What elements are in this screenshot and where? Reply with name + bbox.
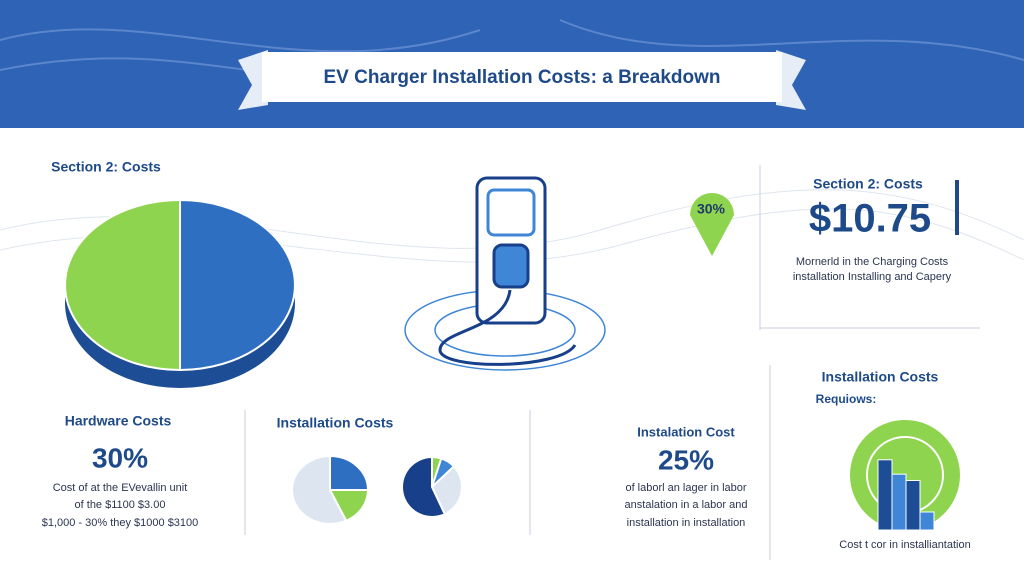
panel-subtitle: Requiows:	[816, 392, 877, 406]
pie-slice	[401, 455, 447, 518]
pie-slice	[329, 454, 370, 491]
title: EV Charger Installation Costs: a Breakdo…	[324, 67, 721, 88]
pie-slice	[64, 198, 181, 372]
card-title: Instalation Cost	[637, 424, 735, 439]
accent-bar	[955, 180, 959, 235]
card-line: installation in installation	[627, 517, 746, 529]
badge-pin	[690, 192, 735, 256]
panel-caption: Cost t cor in installiantation	[839, 539, 970, 551]
card-line: Cost of at the EVevallin unit	[53, 482, 188, 494]
card-line: of laborl an lager in labor	[625, 482, 746, 494]
card-line: anstalation in a labor and	[625, 499, 748, 511]
summary-line: installation Installing and Capery	[793, 271, 952, 283]
card-value: 30%	[92, 442, 148, 473]
summary-section: Section 2: Costs	[813, 176, 923, 192]
panel-bar	[877, 459, 893, 531]
badge-text: 30%	[697, 201, 726, 217]
summary-line: Mornerld in the Charging Costs	[796, 256, 949, 268]
card-title: Installation Costs	[277, 415, 394, 431]
pie-slice	[179, 198, 296, 372]
section-label: Section 2: Costs	[51, 159, 161, 175]
panel-bar	[919, 511, 935, 531]
ribbon	[262, 52, 782, 102]
card-line: $1,000 - 30% they $1000 $3100	[42, 517, 199, 529]
panel-title: Installation Costs	[822, 369, 939, 385]
card-line: of the $1100 $3.00	[75, 499, 166, 511]
panel-bar	[905, 480, 921, 531]
card-value: 25%	[658, 444, 714, 475]
summary-amount: $10.75	[809, 197, 931, 241]
charger-icon	[404, 176, 606, 371]
card-title: Hardware Costs	[65, 413, 172, 429]
pie-slice	[291, 454, 348, 525]
panel-bar	[891, 473, 907, 531]
